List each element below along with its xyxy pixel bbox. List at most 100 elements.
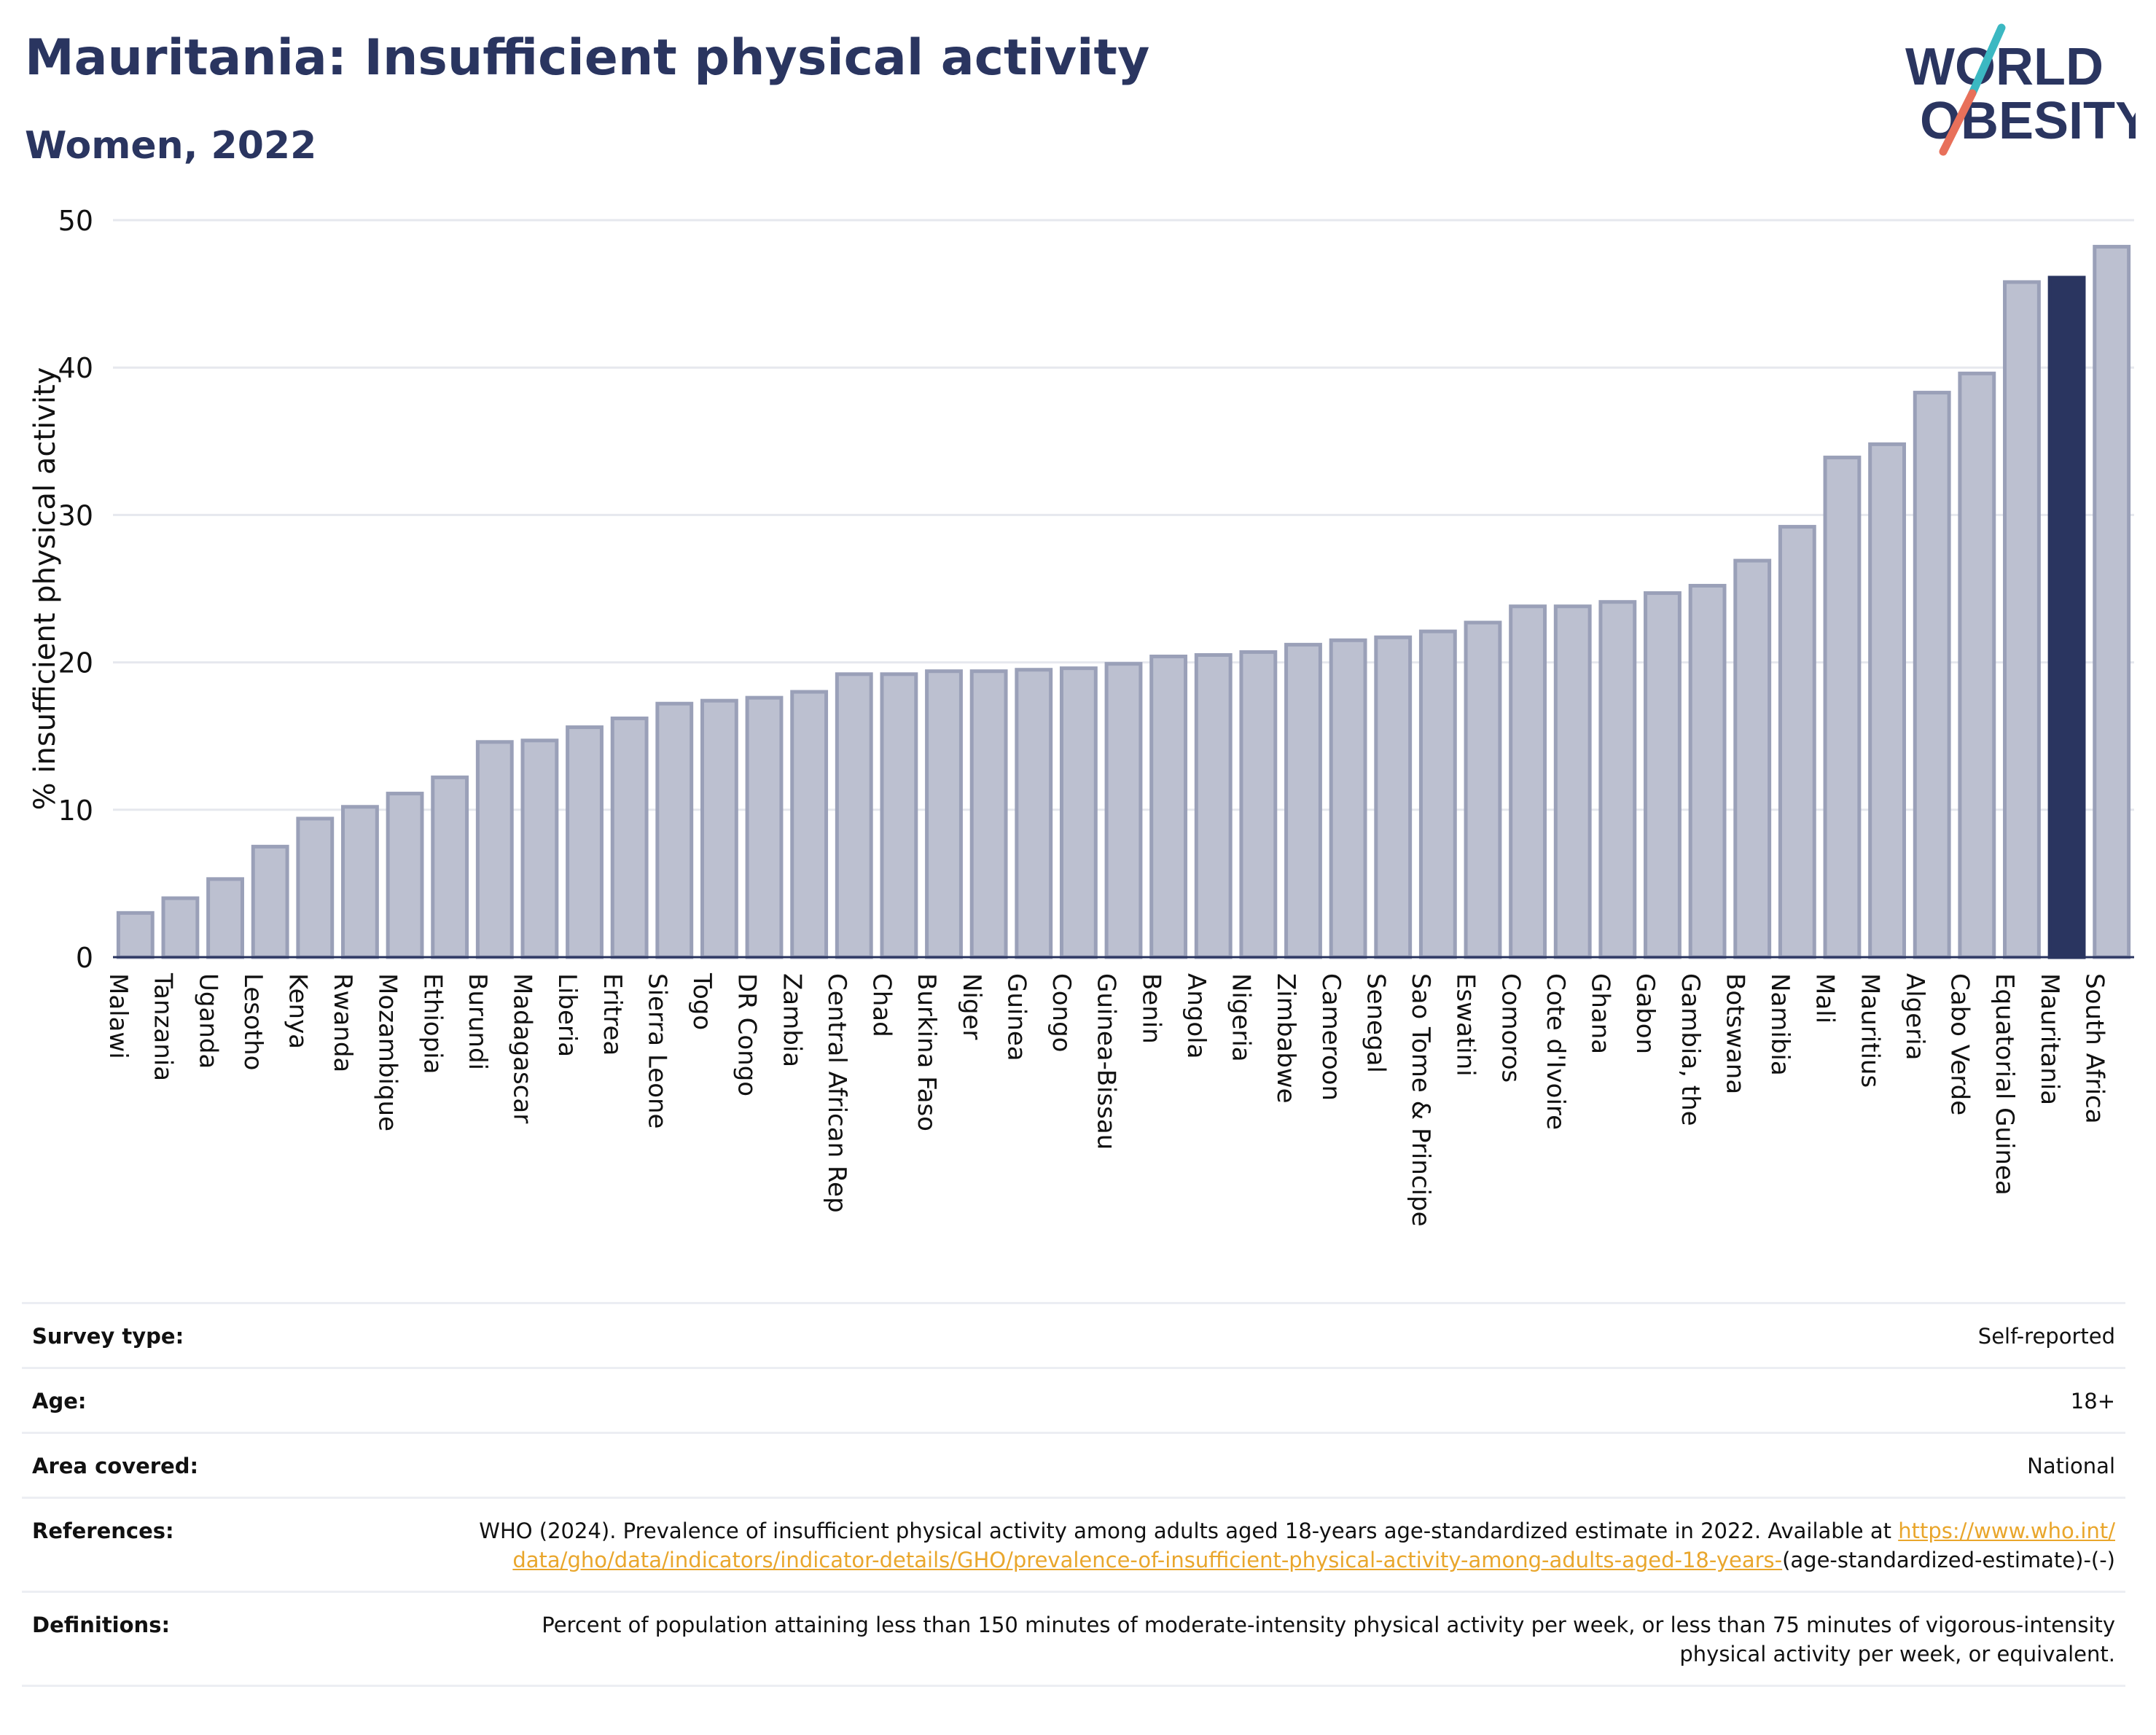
x-tick-label: Botswana bbox=[1720, 973, 1749, 1094]
bar-south-africa bbox=[2093, 244, 2131, 959]
x-tick-label: Benin bbox=[1136, 973, 1165, 1044]
x-tick-label: Madagascar bbox=[508, 973, 537, 1123]
x-tick-label: Cabo Verde bbox=[1945, 973, 1975, 1115]
y-axis-ticks: 0 10 20 30 40 50 bbox=[58, 205, 93, 974]
x-tick-label: Eswatini bbox=[1451, 973, 1480, 1077]
bar-chad bbox=[880, 672, 918, 959]
info-row-definitions: Definitions: Percent of population attai… bbox=[22, 1591, 2125, 1687]
x-tick-label: South Africa bbox=[2079, 973, 2109, 1124]
bars bbox=[116, 244, 2131, 959]
bar-cote-d-ivoire bbox=[1553, 604, 1592, 959]
page-subtitle: Women, 2022 bbox=[25, 124, 317, 168]
bar-sao-tome-principe bbox=[1418, 629, 1457, 959]
y-tick-label: 20 bbox=[58, 647, 93, 679]
x-tick-label: Mali bbox=[1811, 973, 1840, 1024]
bar-lesotho bbox=[251, 844, 289, 959]
x-tick-label: Sierra Leone bbox=[642, 973, 671, 1128]
bar-guinea-bissau bbox=[1104, 662, 1143, 959]
bar-nigeria bbox=[1239, 650, 1278, 959]
x-tick-label: Congo bbox=[1047, 973, 1076, 1052]
bar-ethiopia bbox=[431, 775, 469, 959]
bar-benin bbox=[1149, 655, 1188, 959]
x-tick-label: Malawi bbox=[103, 973, 133, 1059]
references-text: WHO (2024). Prevalence of insufficient p… bbox=[479, 1518, 1891, 1543]
bar-mauritania bbox=[2047, 276, 2086, 959]
bar-botswana bbox=[1733, 558, 1772, 959]
bar-eswatini bbox=[1464, 620, 1502, 959]
bar-guinea bbox=[1015, 668, 1053, 959]
x-tick-label: Cote d'Ivoire bbox=[1541, 973, 1570, 1130]
x-tick-label: Tanzania bbox=[149, 972, 178, 1081]
bar-burundi bbox=[475, 740, 514, 959]
references-link[interactable]: https://www.who.int/data/gho/data/indica… bbox=[512, 1518, 2115, 1572]
bar-liberia bbox=[566, 725, 604, 959]
y-tick-label: 40 bbox=[58, 352, 93, 384]
bar-mauritius bbox=[1868, 442, 1906, 959]
x-tick-label: Mozambique bbox=[373, 973, 402, 1131]
bar-mozambique bbox=[386, 792, 424, 959]
x-tick-label: Uganda bbox=[193, 973, 222, 1069]
logo-slash-top bbox=[1968, 23, 2006, 98]
bar-central-african-rep bbox=[835, 672, 873, 959]
references-label: References: bbox=[32, 1518, 174, 1543]
y-tick-label: 30 bbox=[58, 499, 93, 531]
x-tick-label: Mauritius bbox=[1855, 973, 1884, 1088]
references-suffix: (age-standardized-estimate)-(-) bbox=[1782, 1548, 2115, 1572]
references-value: WHO (2024). Prevalence of insufficient p… bbox=[475, 1516, 2115, 1575]
logo-line1: WORLD bbox=[1905, 38, 2104, 96]
bar-burkina-faso bbox=[925, 669, 963, 959]
x-tick-label: Namibia bbox=[1765, 973, 1794, 1076]
y-tick-label: 10 bbox=[58, 795, 93, 827]
x-tick-label: Zimbabwe bbox=[1271, 973, 1300, 1104]
bar-sierra-leone bbox=[655, 701, 694, 959]
bar-angola bbox=[1194, 652, 1233, 959]
x-tick-label: Lesotho bbox=[238, 973, 267, 1070]
area-label: Area covered: bbox=[32, 1454, 199, 1478]
bar-namibia bbox=[1778, 525, 1816, 959]
x-tick-label: Ethiopia bbox=[418, 973, 447, 1074]
x-tick-label: Burkina Faso bbox=[912, 973, 941, 1131]
logo-slash-bottom bbox=[1939, 89, 1977, 156]
x-tick-label: Liberia bbox=[552, 973, 582, 1057]
bar-algeria bbox=[1913, 391, 1951, 959]
x-tick-label: Algeria bbox=[1900, 973, 1929, 1060]
x-tick-label: Nigeria bbox=[1227, 973, 1256, 1062]
bar-zimbabwe bbox=[1284, 642, 1322, 959]
y-tick-label: 50 bbox=[58, 205, 93, 237]
x-tick-label: Mauritania bbox=[2035, 973, 2064, 1105]
x-tick-label: Cameroon bbox=[1316, 973, 1345, 1101]
bar-senegal bbox=[1374, 635, 1413, 959]
x-tick-label: Comoros bbox=[1496, 973, 1525, 1083]
info-table: Survey type: Self-reported Age: 18+ Area… bbox=[22, 1302, 2125, 1687]
bar-malawi bbox=[116, 911, 155, 959]
age-value: 18+ bbox=[2070, 1389, 2115, 1414]
age-label: Age: bbox=[32, 1389, 87, 1414]
bar-comoros bbox=[1509, 604, 1547, 959]
x-tick-label: Eritrea bbox=[598, 973, 627, 1056]
survey-type-value: Self-reported bbox=[1977, 1324, 2115, 1349]
x-tick-label: Chad bbox=[867, 973, 897, 1037]
page-title: Mauritania: Insufficient physical activi… bbox=[25, 29, 1150, 87]
x-tick-label: Sao Tome & Principe bbox=[1406, 973, 1435, 1227]
x-tick-label: Angola bbox=[1181, 973, 1211, 1058]
bar-madagascar bbox=[520, 738, 559, 959]
bar-kenya bbox=[296, 816, 335, 959]
bar-cabo-verde bbox=[1958, 371, 1996, 959]
x-tick-label: Gabon bbox=[1630, 973, 1660, 1054]
bar-tanzania bbox=[161, 896, 200, 959]
x-tick-label: Ghana bbox=[1586, 973, 1615, 1054]
info-row-references: References: WHO (2024). Prevalence of in… bbox=[22, 1497, 2125, 1591]
bar-eritrea bbox=[610, 716, 649, 959]
info-row-survey-type: Survey type: Self-reported bbox=[22, 1302, 2125, 1367]
x-tick-label: Kenya bbox=[284, 973, 313, 1049]
x-tick-label: Gambia, the bbox=[1676, 973, 1705, 1126]
x-tick-label: Rwanda bbox=[328, 973, 357, 1072]
bar-ghana bbox=[1598, 600, 1637, 959]
x-tick-label: Central African Rep bbox=[822, 973, 851, 1213]
x-tick-label: Guinea-Bissau bbox=[1092, 973, 1121, 1150]
y-tick-label: 0 bbox=[76, 942, 93, 974]
definitions-value: Percent of population attaining less tha… bbox=[542, 1613, 2115, 1666]
bar-chart: 0 10 20 30 40 50 Malawi Tanzania Uganda Lesotho K… bbox=[28, 205, 2134, 1227]
bar-equatorial-guinea bbox=[2003, 280, 2041, 959]
definitions-label: Definitions: bbox=[32, 1613, 171, 1637]
